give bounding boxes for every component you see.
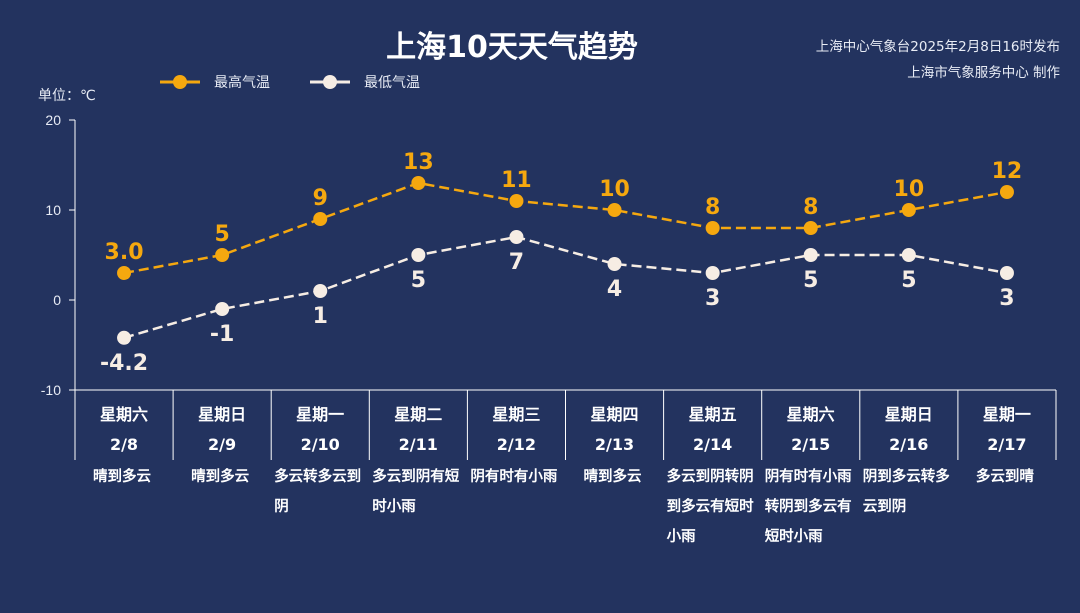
data-label-high: 10 [599, 177, 630, 202]
weather-description: 阴有时有小雨 [470, 469, 558, 485]
weekday-label: 星期日 [884, 405, 933, 424]
data-label-low: 4 [607, 277, 622, 302]
weather-description: 晴到多云 [583, 469, 642, 485]
data-label-high: 13 [403, 150, 434, 175]
data-label-low: 1 [313, 304, 328, 329]
weekday-label: 星期二 [394, 405, 443, 424]
y-tick-label: 10 [45, 202, 61, 218]
data-label-high: 11 [501, 168, 532, 193]
weekday-label: 星期五 [688, 405, 737, 424]
data-label-low: 5 [411, 268, 426, 293]
weekday-label: 星期一 [982, 405, 1031, 424]
data-label-low: 3 [705, 286, 720, 311]
category-header: 星期日 2/16 [860, 400, 958, 460]
data-point-high [215, 248, 230, 262]
weekday-label: 星期六 [786, 405, 835, 424]
data-point-high [411, 176, 426, 190]
legend-low[interactable]: 最低气温 [310, 72, 420, 92]
data-label-high: 9 [313, 186, 328, 211]
data-point-high [999, 185, 1014, 199]
data-point-low [607, 257, 622, 271]
date-label: 2/14 [692, 435, 733, 454]
date-label: 2/13 [594, 435, 635, 454]
weather-description: 多云转多云到阴 [274, 469, 362, 515]
date-label: 2/8 [109, 435, 139, 454]
weather-description: 多云到阴有短时小雨 [372, 469, 460, 515]
source-line-2: 上海市气象服务中心 制作 [907, 65, 1060, 81]
data-point-low [509, 230, 524, 244]
weekday-label: 星期三 [492, 405, 541, 424]
data-label-high: 10 [894, 177, 925, 202]
category-header: 星期六 2/15 [762, 400, 860, 460]
date-label: 2/10 [300, 435, 340, 454]
category-header: 星期日 2/9 [173, 400, 271, 460]
date-label: 2/17 [987, 435, 1027, 454]
data-point-high [117, 266, 132, 280]
data-label-low: 7 [509, 250, 524, 275]
legend-low-marker-icon [310, 75, 350, 89]
category-header: 星期六 2/8 [75, 400, 173, 460]
y-tick-label: 0 [53, 292, 61, 308]
data-label-high: 12 [992, 159, 1023, 184]
series-line-high [123, 181, 1008, 275]
weather-description: 多云到阴转阴到多云有短时小雨 [666, 469, 754, 545]
y-tick-label: 20 [45, 112, 61, 128]
date-label: 2/9 [208, 435, 237, 454]
data-label-low: -1 [210, 322, 234, 347]
data-label-high: 8 [803, 195, 818, 220]
chart-title: 上海10天天气趋势 [386, 30, 638, 65]
category-header: 星期一 2/17 [958, 400, 1056, 460]
data-point-high [313, 212, 328, 226]
weekday-label: 星期一 [296, 405, 345, 424]
category-header: 星期一 2/10 [271, 400, 369, 460]
data-label-low: 5 [803, 268, 818, 293]
weekday-label: 星期六 [99, 405, 148, 424]
data-point-low [313, 284, 328, 298]
data-point-high [901, 203, 916, 217]
y-tick-label: -10 [41, 382, 61, 398]
date-label: 2/11 [398, 435, 438, 454]
weather-description: 晴到多云 [93, 469, 151, 485]
data-label-high: 5 [214, 222, 229, 247]
data-label-low: 3 [999, 286, 1014, 311]
data-point-low [411, 248, 426, 262]
data-label-low: 5 [901, 268, 916, 293]
data-point-high [705, 221, 720, 235]
category-header: 星期四 2/13 [566, 400, 664, 460]
legend-high-marker-icon [160, 75, 200, 89]
date-label: 2/15 [791, 435, 831, 454]
category-header: 星期五 2/14 [664, 400, 762, 460]
source-line-1: 上海中心气象台2025年2月8日16时发布 [815, 39, 1060, 55]
weekday-label: 星期四 [590, 405, 639, 424]
category-header: 星期三 2/12 [467, 400, 565, 460]
series-line-low [123, 235, 1008, 339]
date-label: 2/16 [889, 435, 929, 454]
weather-description: 多云到晴 [975, 469, 1034, 485]
data-point-low [803, 248, 818, 262]
data-label-low: -4.2 [100, 351, 148, 376]
data-point-low [117, 330, 132, 345]
category-header: 星期二 2/11 [369, 400, 467, 460]
data-label-high: 3.0 [105, 240, 144, 265]
legend-high-label: 最高气温 [214, 75, 270, 91]
data-point-low [705, 266, 720, 280]
data-point-low [901, 248, 916, 262]
weather-description: 阴有时有小雨转阴到多云有短时小雨 [764, 469, 852, 545]
date-label: 2/12 [496, 435, 537, 454]
weekday-label: 星期日 [198, 405, 247, 424]
data-point-low [999, 266, 1014, 280]
legend-low-label: 最低气温 [364, 75, 420, 91]
weather-description: 晴到多云 [191, 469, 250, 485]
data-point-high [607, 203, 622, 217]
weather-description: 阴到多云转多云到阴 [862, 469, 950, 515]
unit-label: 单位：℃ [38, 88, 96, 104]
data-point-high [803, 221, 818, 235]
data-point-low [215, 302, 230, 316]
data-label-high: 8 [705, 195, 720, 220]
legend-high[interactable]: 最高气温 [160, 72, 270, 92]
data-point-high [509, 194, 524, 208]
